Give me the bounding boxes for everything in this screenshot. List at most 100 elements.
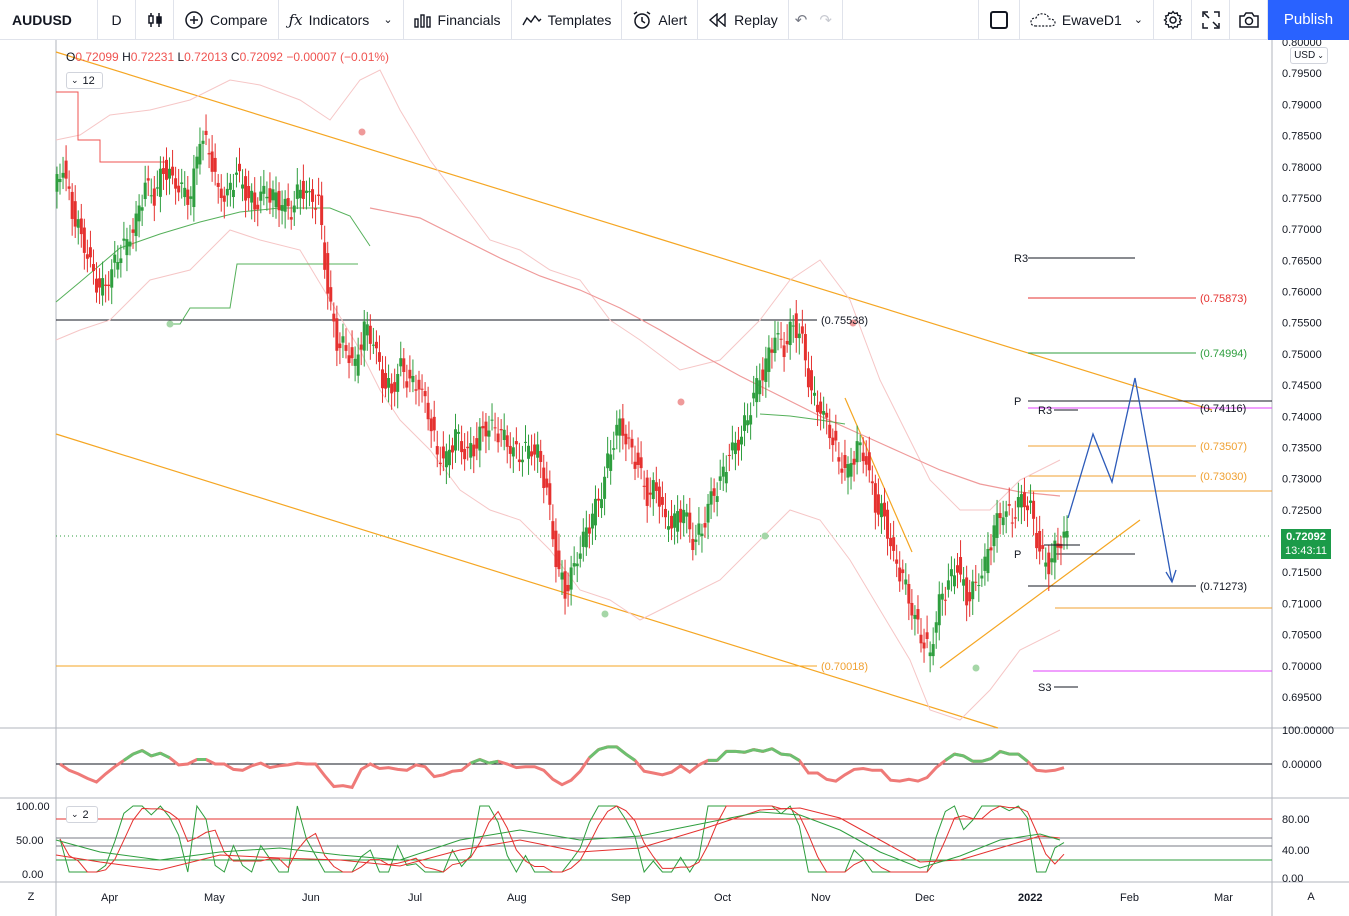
close-value: 0.72092 xyxy=(239,50,283,64)
chart-canvas[interactable]: 0.80000 0.79500 0.79000 0.78500 0.78000 0.775… xyxy=(0,40,1349,916)
zoom-button[interactable]: Z xyxy=(21,887,41,907)
pivot-p-lower-label: P xyxy=(1014,549,1021,561)
candle-body xyxy=(502,429,506,441)
candle-body xyxy=(508,445,512,454)
indicators-collapse-button[interactable]: ⌄ 12 xyxy=(66,72,103,89)
candle-body xyxy=(1004,511,1008,517)
candle-body xyxy=(1025,505,1029,511)
candle-body xyxy=(292,205,296,213)
candle-body xyxy=(718,476,722,481)
candle-body xyxy=(943,599,947,601)
publish-label: Publish xyxy=(1283,11,1334,28)
time-axis-label: Nov xyxy=(811,892,831,904)
price-axis-label: 0.79000 xyxy=(1282,99,1322,111)
candle-body xyxy=(712,488,716,496)
candle-body xyxy=(122,238,126,241)
candle-body xyxy=(855,441,859,463)
currency-label: USD xyxy=(1294,50,1316,61)
candle-body xyxy=(782,345,786,358)
candle-body xyxy=(618,418,622,436)
candle-body xyxy=(791,325,795,327)
keltner-upper-band xyxy=(55,69,1061,511)
timeframe-button[interactable]: D xyxy=(98,0,136,40)
redo-button[interactable]: ↷ xyxy=(813,0,843,40)
candle-body xyxy=(517,459,521,463)
candle-body xyxy=(670,515,674,529)
alert-button[interactable]: Alert xyxy=(622,0,699,40)
osc1-positive-segment xyxy=(159,751,171,760)
candle-body xyxy=(158,168,162,197)
candle-body xyxy=(289,217,293,220)
candle-body xyxy=(301,180,305,199)
osc1-positive-segment xyxy=(990,750,1002,760)
osc1-positive-segment xyxy=(141,749,153,758)
publish-button[interactable]: Publish xyxy=(1268,0,1349,40)
snapshot-button[interactable] xyxy=(1230,0,1268,40)
candle-body xyxy=(283,198,287,212)
candle-body xyxy=(736,439,740,451)
chevron-down-icon[interactable]: ⌄ xyxy=(383,14,393,26)
candle-body xyxy=(861,452,865,462)
candle-body xyxy=(937,594,941,626)
layout-select-button[interactable] xyxy=(977,0,1020,40)
candle-body xyxy=(262,185,266,194)
candle-body xyxy=(207,153,211,155)
candle-body xyxy=(557,550,561,570)
candle-body xyxy=(1056,543,1060,548)
candle-body xyxy=(931,644,935,657)
replay-button[interactable]: Replay xyxy=(698,0,789,40)
auto-scale-button[interactable]: A xyxy=(1301,887,1321,907)
currency-button[interactable]: USD ⌄ xyxy=(1290,47,1328,64)
financials-button[interactable]: Financials xyxy=(404,0,512,40)
candle-body xyxy=(216,182,220,187)
osc1-positive-segment xyxy=(1017,752,1029,763)
fullscreen-button[interactable] xyxy=(1192,0,1230,40)
candle-body xyxy=(371,344,375,346)
stoch-collapse-button[interactable]: ⌄ 2 xyxy=(66,806,98,823)
candle-body xyxy=(533,444,537,455)
settings-button[interactable] xyxy=(1154,0,1192,40)
candle-body xyxy=(572,563,576,567)
candle-body xyxy=(755,378,759,403)
candle-body xyxy=(238,163,242,172)
candle-body xyxy=(447,449,451,466)
symbol-search-button[interactable]: AUDUSD xyxy=(0,0,98,40)
candle-body xyxy=(587,527,591,534)
candle-body xyxy=(125,239,129,256)
bar-type-button[interactable] xyxy=(136,0,174,40)
candle-body xyxy=(794,313,798,338)
candle-body xyxy=(481,426,485,429)
candle-body xyxy=(286,198,290,207)
candle-body xyxy=(895,559,899,564)
time-axis-label: Sep xyxy=(611,892,631,904)
candle-body xyxy=(603,476,607,499)
indicators-button[interactable]: ƒx Indicators ⌄ xyxy=(279,0,404,40)
templates-button[interactable]: Templates xyxy=(512,0,623,40)
candle-body xyxy=(177,185,181,193)
candle-body xyxy=(505,435,509,447)
pivot-r3-lower-label: R3 xyxy=(1038,405,1052,417)
candle-body xyxy=(828,424,832,439)
candle-body xyxy=(347,355,351,364)
candle-body xyxy=(858,442,862,446)
rising-support-line xyxy=(939,519,1141,669)
candle-body xyxy=(545,478,549,488)
candle-body xyxy=(925,632,929,639)
candle-body xyxy=(934,622,938,633)
fib-label-75873: (0.75873) xyxy=(1200,293,1247,305)
price-axis-label: 0.75000 xyxy=(1282,349,1322,361)
undo-button[interactable]: ↶ xyxy=(789,0,814,40)
osc2-left-label: 100.00 xyxy=(16,801,50,813)
candle-body xyxy=(584,527,588,548)
compare-button[interactable]: Compare xyxy=(174,0,279,40)
candle-body xyxy=(956,565,960,573)
candle-body xyxy=(645,477,649,506)
cloud-icon xyxy=(1030,12,1056,27)
candle-body xyxy=(615,424,619,436)
candle-body xyxy=(201,140,205,144)
chevron-down-icon[interactable]: ⌄ xyxy=(1133,14,1143,26)
saved-layout-button[interactable]: EwaveD1 ⌄ xyxy=(1020,0,1154,40)
price-axis[interactable]: 0.80000 0.79500 0.79000 0.78500 0.78000 0.775… xyxy=(1282,40,1322,704)
candle-body xyxy=(715,496,719,502)
candle-body xyxy=(901,569,905,574)
